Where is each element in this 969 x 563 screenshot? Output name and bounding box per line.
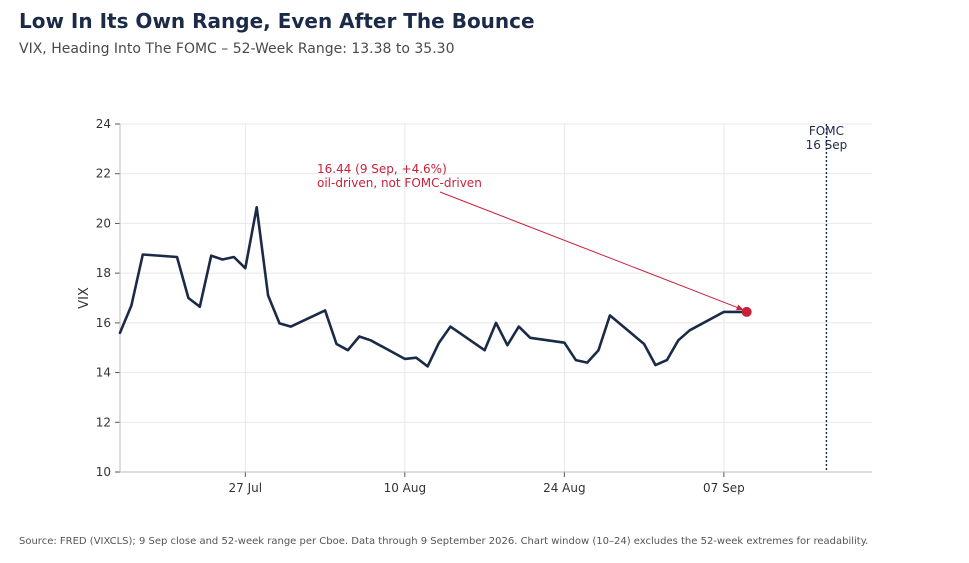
fomc-label: FOMC: [809, 124, 844, 138]
y-tick-label: 24: [96, 117, 111, 131]
vix-line-chart: 10 12 14 16 18 20 22 24 27 Jul 10 Aug 24 Aug 07 Sep…: [77, 117, 872, 495]
y-axis-label: VIX: [77, 287, 92, 309]
chart-title: Low In Its Own Range, Even After The Bou…: [19, 9, 535, 33]
y-tick-label: 20: [96, 216, 111, 230]
annotation-note-label: oil-driven, not FOMC-driven: [317, 176, 482, 190]
y-tick-label: 22: [96, 167, 111, 181]
x-tick-label: 27 Jul: [229, 481, 263, 495]
chart-subtitle: VIX, Heading Into The FOMC – 52-Week Ran…: [19, 41, 455, 57]
y-tick-label: 12: [96, 415, 111, 429]
axes: 10 12 14 16 18 20 22 24 27 Jul 10 Aug 24 Aug 07 Sep…: [77, 117, 872, 495]
annotation-value-label: 16.44 (9 Sep, +4.6%): [317, 162, 447, 176]
y-tick-label: 18: [96, 266, 111, 280]
y-tick-label: 14: [96, 366, 111, 380]
annotation-arrow-line: [439, 191, 744, 311]
y-tick-label: 10: [96, 465, 111, 479]
fomc-date-label: 16 Sep: [806, 138, 848, 152]
y-tick-label: 16: [96, 316, 111, 330]
x-tick-label: 10 Aug: [384, 481, 427, 495]
x-tick-label: 07 Sep: [703, 481, 745, 495]
annotation-arrow-head: [736, 304, 744, 311]
grid-lines: [120, 123, 872, 473]
x-tick-label: 24 Aug: [543, 481, 586, 495]
last-point-marker: [741, 306, 752, 317]
series-lines: [118, 206, 749, 368]
vix-series-line: [118, 206, 749, 368]
source-note: Source: FRED (VIXCLS); 9 Sep close and 5…: [19, 536, 869, 547]
